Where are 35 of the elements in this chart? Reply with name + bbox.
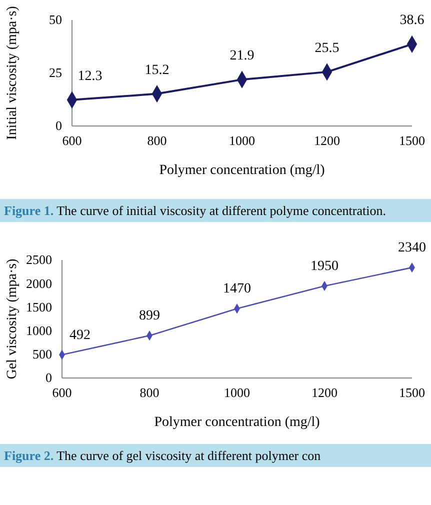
y-tick-label: 25 bbox=[49, 65, 62, 80]
data-label: 15.2 bbox=[144, 62, 170, 78]
x-axis-title: Polymer concentration (mg/l) bbox=[154, 415, 320, 430]
y-axis-title: Initial viscosity (mpa·s) bbox=[5, 6, 20, 140]
data-label: 1470 bbox=[223, 282, 251, 297]
x-axis-title: Polymer concentration (mg/l) bbox=[159, 163, 326, 178]
x-tick-label: 1000 bbox=[229, 133, 255, 148]
y-tick-label: 50 bbox=[49, 12, 62, 28]
x-tick-label: 1200 bbox=[312, 385, 338, 400]
y-tick-label: 0 bbox=[46, 370, 52, 386]
x-tick-label: 600 bbox=[62, 133, 82, 148]
data-label: 1950 bbox=[310, 258, 338, 274]
data-label: 38.6 bbox=[400, 13, 424, 28]
caption: Figure 2. The curve of gel viscosity at different polymer con bbox=[4, 448, 321, 463]
y-tick-label: 2000 bbox=[26, 276, 52, 291]
y-axis-title: Gel viscosity (mpa·s) bbox=[5, 258, 20, 380]
data-label: 2340 bbox=[398, 240, 426, 256]
caption: Figure 1. The curve of initial viscosity at different polyme concentration. bbox=[4, 203, 386, 218]
x-tick-label: 1000 bbox=[224, 385, 250, 400]
y-tick-label: 1500 bbox=[26, 299, 52, 314]
x-tick-label: 1500 bbox=[399, 133, 425, 148]
data-label: 12.3 bbox=[78, 68, 102, 84]
y-tick-label: 2500 bbox=[26, 252, 52, 268]
y-tick-label: 0 bbox=[56, 118, 62, 134]
data-label: 899 bbox=[139, 308, 160, 324]
data-label: 492 bbox=[70, 328, 90, 343]
y-tick-label: 500 bbox=[32, 346, 52, 362]
x-tick-label: 1500 bbox=[399, 385, 425, 400]
x-tick-label: 800 bbox=[147, 133, 167, 148]
y-tick-label: 1000 bbox=[26, 322, 52, 338]
data-label: 21.9 bbox=[230, 48, 254, 64]
x-tick-label: 600 bbox=[52, 385, 72, 400]
x-tick-label: 800 bbox=[140, 385, 160, 400]
x-tick-label: 1200 bbox=[314, 133, 340, 148]
data-label: 25.5 bbox=[314, 40, 340, 56]
